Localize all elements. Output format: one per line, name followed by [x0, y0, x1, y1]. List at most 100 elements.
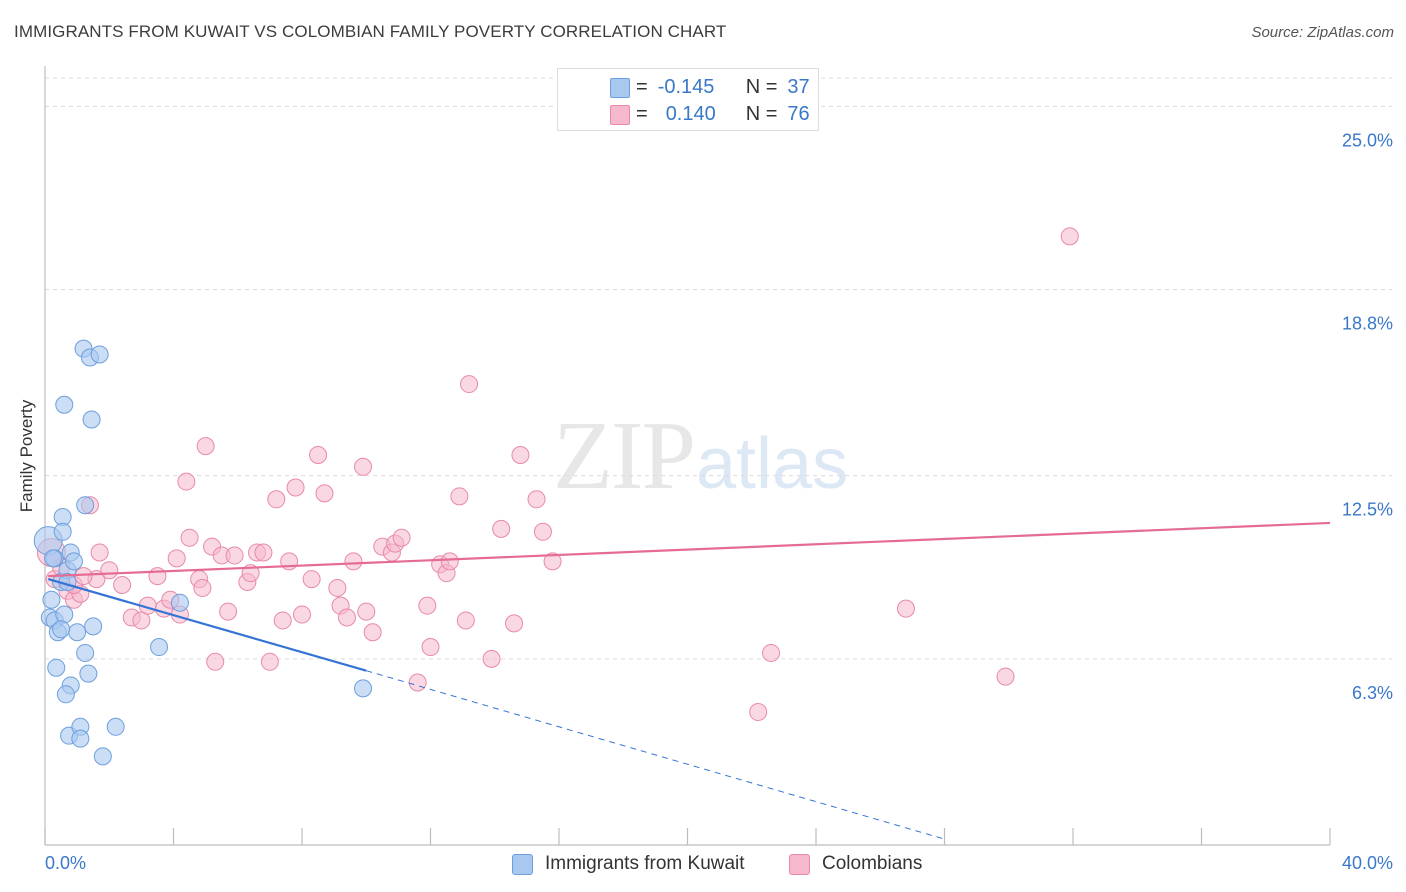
colombians-point	[460, 375, 479, 394]
colombians-point	[511, 445, 530, 464]
colombians-point	[408, 673, 427, 692]
y-tick-label: 6.3%	[1352, 683, 1393, 703]
kuwait-point	[82, 410, 101, 429]
colombians-point	[309, 445, 328, 464]
colombians-point	[337, 608, 356, 627]
colombians-trend-line	[48, 521, 1331, 578]
colombians-point	[267, 490, 286, 509]
legend-n-label: N =	[745, 102, 778, 125]
colombians-point	[193, 578, 212, 597]
colombians-point	[392, 528, 411, 547]
kuwait-point	[42, 590, 61, 609]
colombians-point	[219, 602, 238, 621]
watermark-zip: ZIP	[553, 402, 696, 510]
colombians-point	[206, 652, 225, 671]
colombians-point	[344, 552, 363, 571]
colombians-point	[418, 596, 437, 615]
colombians-point	[254, 543, 273, 562]
colombians-point	[527, 490, 546, 509]
y-tick-label: 25.0%	[1342, 130, 1393, 150]
kuwait-point	[76, 496, 95, 515]
kuwait-point	[52, 620, 71, 639]
kuwait-point	[53, 522, 72, 541]
y-tick-label: 18.8%	[1342, 314, 1393, 334]
colombians-point	[260, 652, 279, 671]
colombians-point	[100, 561, 119, 580]
x-tick-label: 0.0%	[45, 853, 86, 873]
legend-label-kuwait: Immigrants from Kuwait	[545, 853, 745, 874]
correlation-legend: R = -0.145 N = 37 R = 0.140 N = 76	[557, 68, 819, 131]
y-tick-label: 12.5%	[1342, 500, 1393, 520]
kuwait-point	[47, 658, 66, 677]
colombians-point	[450, 487, 469, 506]
kuwait-point	[84, 617, 103, 636]
colombians-point	[273, 611, 292, 630]
kuwait-point	[55, 605, 74, 624]
y-axis-label: Family Poverty	[17, 399, 36, 513]
colombians-point	[113, 575, 132, 594]
colombians-points	[36, 227, 1079, 722]
colombians-point	[421, 638, 440, 657]
kuwait-point	[90, 345, 109, 364]
kuwait-trend-line	[47, 578, 367, 672]
kuwait-point	[56, 685, 75, 704]
kuwait-points	[33, 339, 373, 766]
legend-label-colombians: Colombians	[822, 853, 923, 874]
legend-swatch-kuwait	[512, 853, 533, 875]
colombians-point	[543, 552, 562, 571]
trend-lines	[47, 521, 1331, 840]
colombians-point	[225, 546, 244, 565]
tick-labels: 6.3% 12.5% 18.8% 25.0% 0.0% 40.0%	[45, 130, 1393, 873]
watermark: ZIPatlas	[553, 400, 848, 512]
colombians-point	[315, 484, 334, 503]
kuwait-point	[150, 638, 169, 657]
legend-item-kuwait[interactable]: Immigrants from Kuwait	[512, 850, 745, 878]
legend-row-colombians: R = 0.140 N = 76	[584, 102, 810, 126]
colombians-point	[440, 552, 459, 571]
colombians-point	[148, 567, 167, 586]
kuwait-trend-extension	[366, 670, 945, 840]
axis-layer	[44, 66, 1331, 846]
colombians-point	[167, 549, 186, 568]
legend-r-value: 0.140	[665, 102, 716, 125]
colombians-point	[1060, 227, 1079, 246]
colombians-point	[762, 643, 781, 662]
legend-r-value: -0.145	[657, 75, 715, 98]
kuwait-point	[79, 664, 98, 683]
colombians-point	[996, 667, 1015, 686]
colombians-point	[354, 457, 373, 476]
kuwait-point	[71, 729, 90, 748]
legend-swatch-colombians	[789, 853, 810, 875]
colombians-point	[456, 611, 475, 630]
colombians-point	[363, 623, 382, 642]
colombians-point	[196, 437, 215, 456]
colombians-point	[492, 519, 511, 538]
legend-n-value: 76	[787, 102, 810, 125]
legend-n-label: N =	[745, 75, 778, 98]
colombians-point	[505, 614, 524, 633]
legend-swatch-kuwait	[610, 78, 630, 98]
watermark-atlas: atlas	[696, 424, 849, 504]
colombians-point	[302, 570, 321, 589]
legend-item-colombians[interactable]: Colombians	[789, 850, 922, 878]
colombians-point	[328, 578, 347, 597]
legend-row-kuwait: R = -0.145 N = 37	[584, 75, 810, 99]
colombians-point	[749, 703, 768, 722]
colombians-point	[286, 478, 305, 497]
kuwait-point	[106, 717, 125, 736]
legend-n-value: 37	[787, 75, 810, 98]
kuwait-point	[170, 593, 189, 612]
kuwait-point	[93, 747, 112, 766]
chart-title: IMMIGRANTS FROM KUWAIT VS COLOMBIAN FAMI…	[14, 22, 727, 41]
colombians-point	[896, 599, 915, 618]
colombians-point	[177, 472, 196, 491]
colombians-point	[533, 522, 552, 541]
colombians-point	[74, 567, 93, 586]
colombians-point	[357, 602, 376, 621]
kuwait-point	[55, 395, 74, 414]
chart-source: Source: ZipAtlas.com	[1251, 24, 1394, 41]
colombians-point	[293, 605, 311, 624]
legend-swatch-colombians	[610, 105, 630, 125]
